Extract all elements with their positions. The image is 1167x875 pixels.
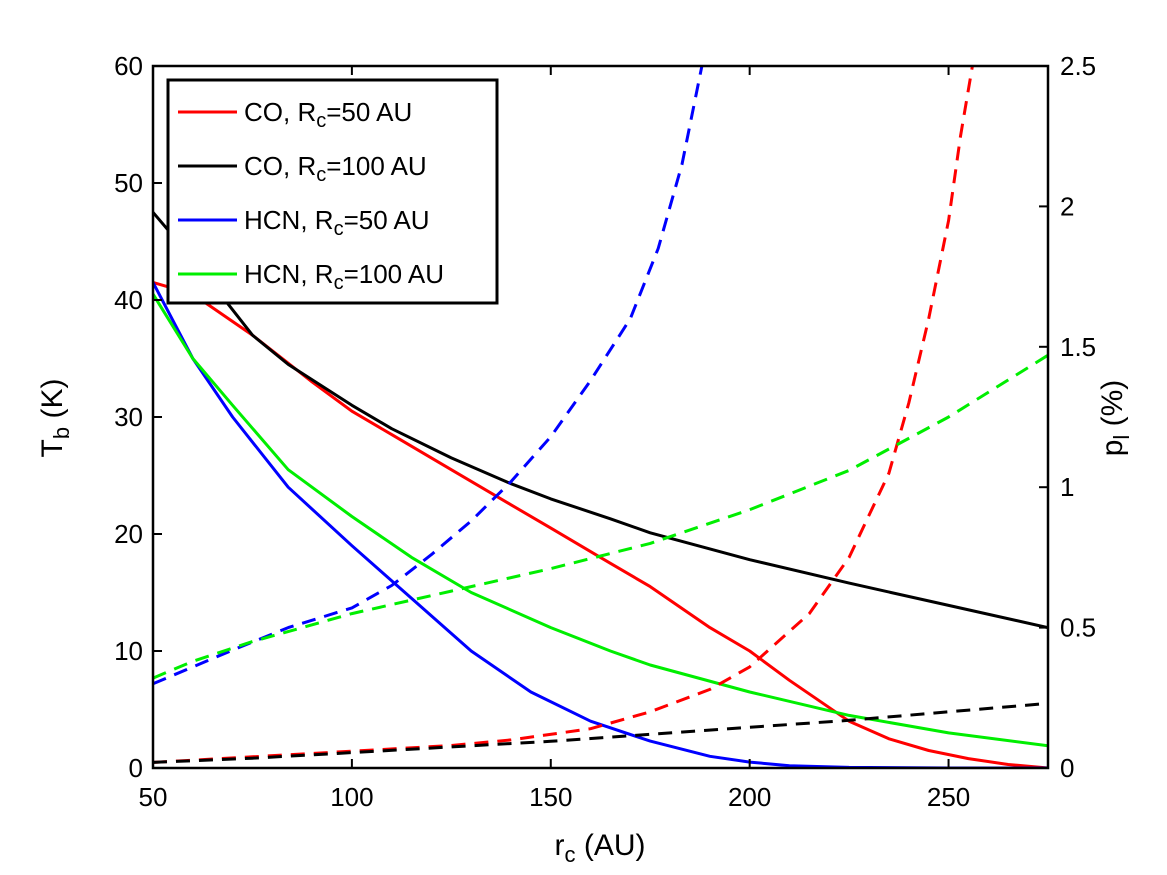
legend: CO, Rc=50 AU CO, Rc=100 AU HCN, Rc=50 AU HC… xyxy=(166,78,499,305)
y-tick-label: 0 xyxy=(129,753,143,783)
legend-label: CO, Rc=50 AU xyxy=(244,97,412,132)
series-line-7-dashed xyxy=(153,66,704,686)
legend-label: HCN, Rc=50 AU xyxy=(244,205,430,240)
left-y-axis-title: Tb (K) xyxy=(36,379,74,458)
y-tick-label: 40 xyxy=(114,285,143,315)
y2-tick-label: 2.5 xyxy=(1060,51,1096,81)
x-tick-label: 100 xyxy=(330,782,373,812)
y-tick-label: 20 xyxy=(114,519,143,549)
series-line-6-dashed xyxy=(153,701,1048,764)
y2-tick-label: 0 xyxy=(1060,753,1074,783)
x-axis-title: rc (AU) xyxy=(555,829,646,867)
right-y-axis-ticks: 0 0.5 1 1.5 2 2.5 xyxy=(1039,51,1096,783)
series-line-1-solid xyxy=(153,280,1048,768)
x-tick-label: 200 xyxy=(728,782,771,812)
series-line-8-dashed xyxy=(153,353,1048,680)
series-line-3-solid xyxy=(153,281,1048,768)
legend-box xyxy=(166,78,499,305)
legend-label: CO, Rc=100 AU xyxy=(244,151,427,186)
y-tick-label: 10 xyxy=(114,636,143,666)
y2-tick-label: 1.5 xyxy=(1060,332,1096,362)
y-tick-label: 30 xyxy=(114,402,143,432)
legend-label: HCN, Rc=100 AU xyxy=(244,259,444,294)
x-tick-label: 50 xyxy=(139,782,168,812)
plot-lines xyxy=(153,66,1048,768)
left-y-axis-ticks: 0 10 20 30 40 50 60 xyxy=(114,51,162,783)
y2-tick-label: 0.5 xyxy=(1060,613,1096,643)
x-tick-label: 250 xyxy=(927,782,970,812)
y-tick-label: 60 xyxy=(114,51,143,81)
x-axis-ticks: 50 100 150 200 250 xyxy=(139,66,970,812)
series-line-4-solid xyxy=(153,293,1048,748)
y2-tick-label: 1 xyxy=(1060,472,1074,502)
right-y-axis-title: pl (%) xyxy=(1096,380,1134,457)
y-tick-label: 50 xyxy=(114,168,143,198)
y2-tick-label: 2 xyxy=(1060,191,1074,221)
x-tick-label: 150 xyxy=(529,782,572,812)
